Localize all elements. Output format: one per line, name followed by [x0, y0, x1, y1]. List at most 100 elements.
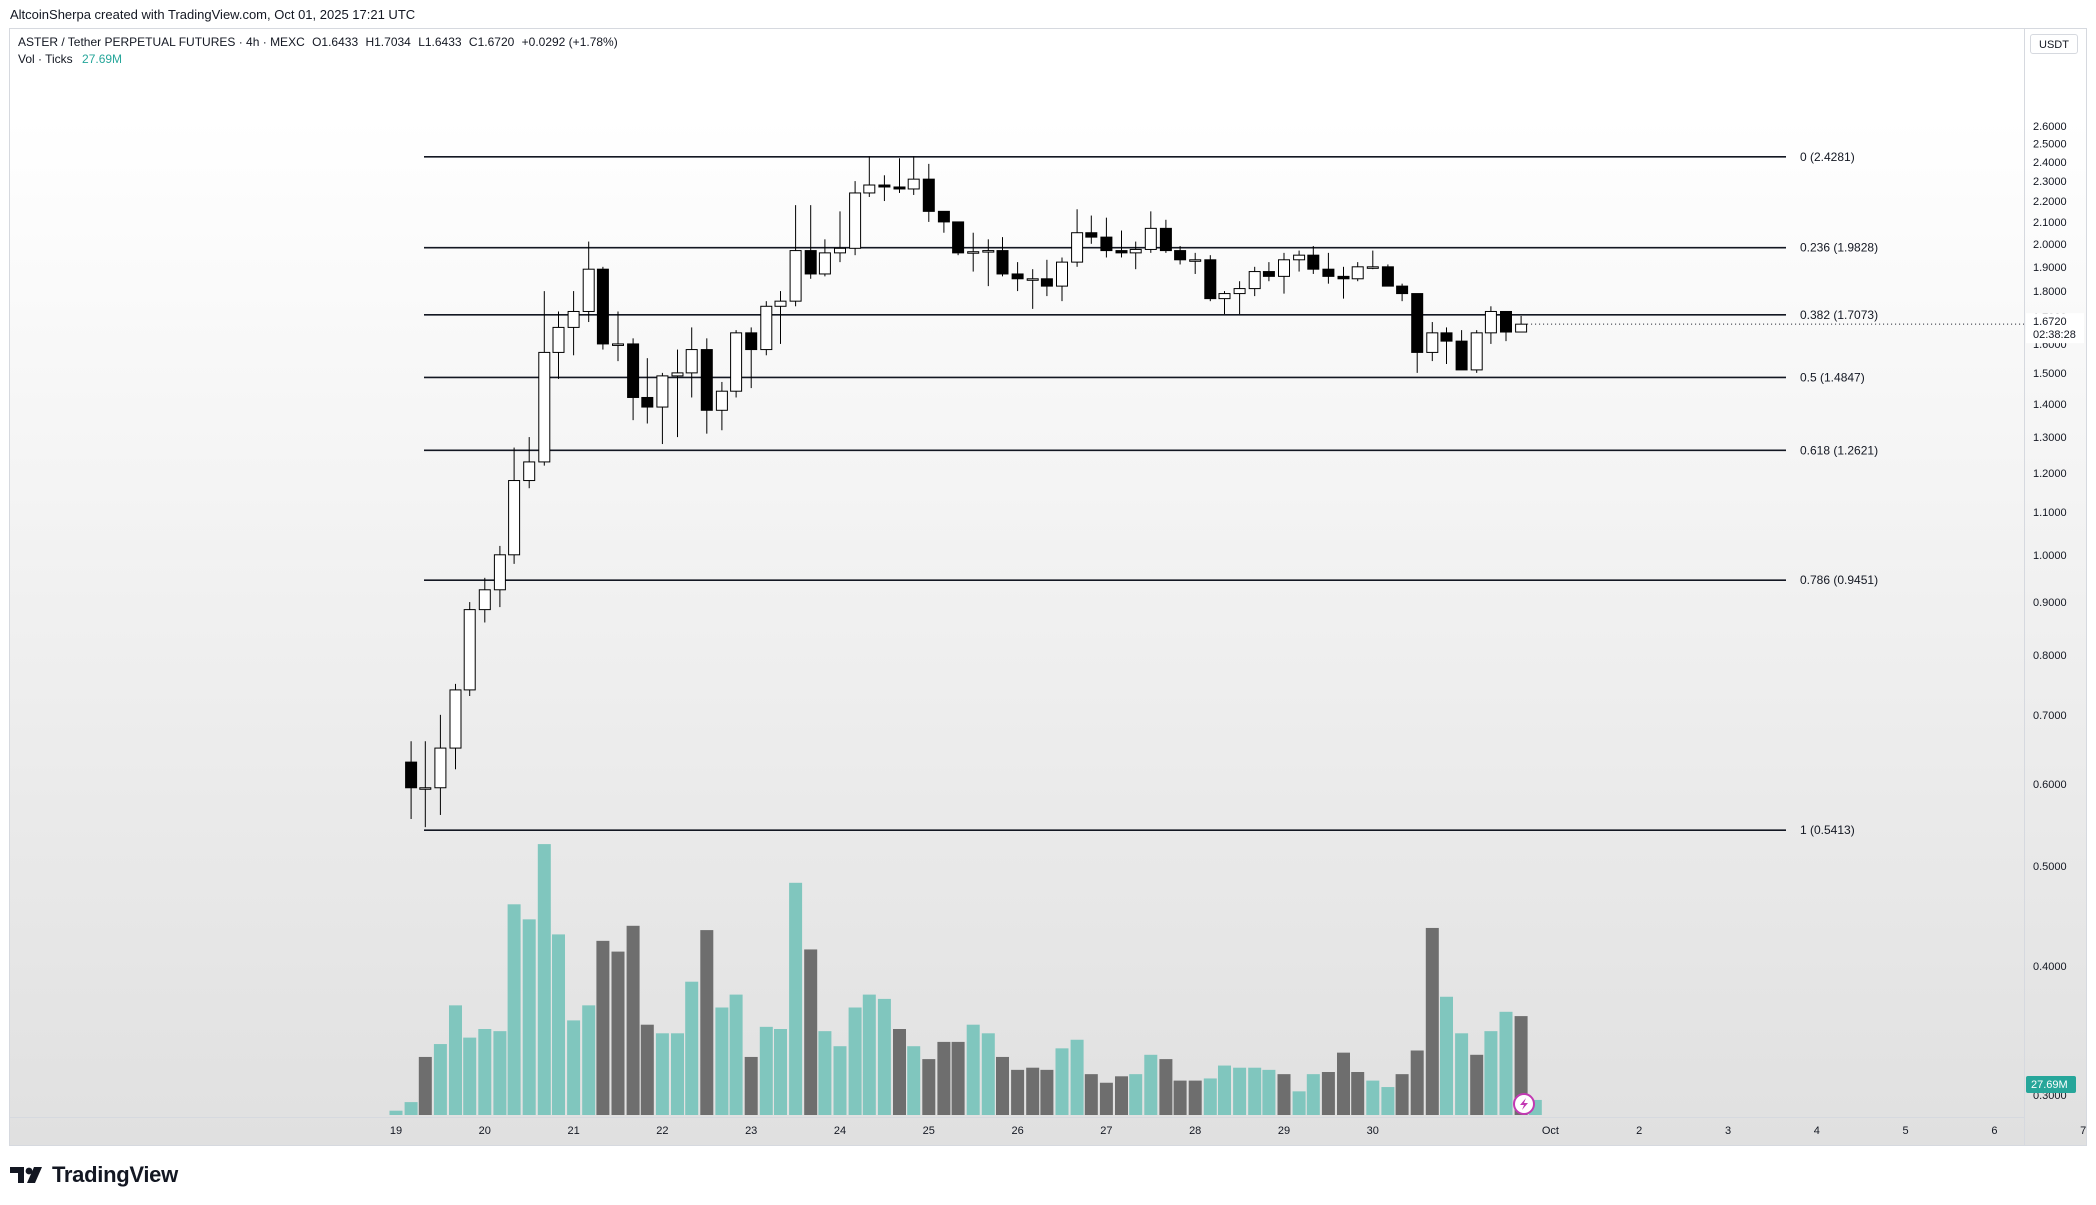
volume-bar-38 — [951, 1041, 965, 1115]
candle-60 — [1293, 250, 1306, 272]
symbol-title[interactable]: ASTER / Tether PERPETUAL FUTURES · 4h · … — [18, 35, 305, 49]
candle-72 — [1470, 330, 1483, 373]
ohlc-high: H1.7034 — [365, 35, 411, 49]
chart-pane[interactable] — [9, 28, 2087, 1146]
price-tick-14: 1.2000 — [2033, 468, 2067, 480]
volume-bar-57 — [1233, 1067, 1247, 1115]
candle-64 — [1351, 262, 1364, 282]
time-scale[interactable] — [9, 1117, 2024, 1145]
price-tick-21: 0.5000 — [2033, 861, 2067, 873]
volume-bar-11 — [552, 934, 566, 1115]
candle-43 — [1040, 259, 1053, 297]
candle-body-28 — [818, 252, 831, 275]
time-tick-16: 5 — [1903, 1125, 1909, 1137]
candle-17 — [656, 372, 669, 445]
time-tick-15: 4 — [1814, 1125, 1820, 1137]
volume-bar-23 — [729, 994, 743, 1115]
volume-bar-4 — [448, 1005, 462, 1115]
volume-bar-72 — [1455, 1033, 1469, 1115]
currency-button[interactable]: USDT — [2030, 34, 2078, 54]
candle-body-14 — [612, 343, 624, 346]
volume-bar-44 — [1040, 1069, 1054, 1115]
volume-bar-37 — [937, 1041, 951, 1115]
candle-4 — [463, 602, 476, 697]
candle-54 — [1204, 255, 1217, 302]
volume-bar-58 — [1248, 1067, 1262, 1115]
volume-indicator-label[interactable]: Vol · Ticks — [18, 52, 73, 66]
ohlc-change: +0.0292 (+1.78%) — [521, 35, 618, 49]
candle-19 — [685, 327, 698, 398]
candle-body-0 — [405, 761, 418, 789]
candle-26 — [789, 205, 802, 307]
volume-bar-68 — [1395, 1074, 1409, 1115]
candle-body-74 — [1500, 310, 1512, 333]
time-tick-8: 27 — [1100, 1125, 1112, 1137]
volume-bar-15 — [611, 951, 625, 1115]
candle-body-45 — [1071, 232, 1084, 263]
candle-body-39 — [982, 250, 995, 253]
price-tick-7: 1.9000 — [2033, 262, 2067, 274]
chart-credit: AltcoinSherpa created with TradingView.c… — [10, 7, 416, 22]
price-scale[interactable] — [2024, 28, 2087, 1146]
candle-34 — [907, 156, 920, 195]
volume-bar-25 — [759, 1026, 773, 1115]
volume-bar-7 — [493, 1031, 507, 1115]
volume-bar-59 — [1262, 1069, 1276, 1115]
volume-bar-50 — [1129, 1074, 1143, 1115]
candle-28 — [818, 239, 831, 277]
candle-30 — [849, 181, 862, 256]
volume-bar-5 — [463, 1037, 477, 1115]
candle-body-19 — [685, 349, 698, 374]
candle-63 — [1337, 266, 1350, 299]
last-price-label: 1.6720 — [2033, 316, 2067, 328]
volume-bar-45 — [1055, 1048, 1069, 1115]
candle-body-16 — [641, 396, 654, 408]
candle-body-42 — [1026, 278, 1039, 281]
volume-bar-0 — [389, 1110, 403, 1115]
volume-bar-9 — [522, 919, 536, 1115]
candle-body-23 — [745, 332, 758, 351]
fib-label-6: 1 (0.5413) — [1800, 823, 1855, 837]
tradingview-logo[interactable]: TradingView — [10, 1161, 178, 1189]
candle-body-21 — [715, 390, 728, 411]
candle-body-40 — [996, 250, 1009, 275]
last-price-badge: 1.6720 02:38:28 — [2026, 313, 2084, 344]
candle-body-35 — [922, 178, 935, 212]
candle-66 — [1381, 264, 1394, 287]
candle-7 — [508, 447, 521, 564]
volume-bar-6 — [478, 1029, 492, 1115]
candle-body-31 — [863, 184, 876, 194]
candle-body-2 — [434, 747, 447, 789]
time-tick-11: 30 — [1367, 1125, 1379, 1137]
candle-20 — [700, 338, 713, 434]
candle-75 — [1515, 315, 1528, 333]
candle-body-67 — [1396, 285, 1409, 295]
volume-bar-75 — [1499, 1011, 1513, 1115]
volume-bar-64 — [1336, 1052, 1350, 1115]
candle-47 — [1100, 217, 1113, 258]
time-tick-12: Oct — [1542, 1125, 1559, 1137]
candle-70 — [1440, 327, 1453, 364]
volume-bar-51 — [1144, 1054, 1158, 1115]
volume-bar-28 — [804, 949, 818, 1115]
candle-body-38 — [967, 251, 980, 254]
volume-bar-12 — [567, 1020, 581, 1115]
volume-bar-24 — [744, 1056, 758, 1115]
volume-bar-76 — [1514, 1016, 1528, 1115]
flash-icon[interactable] — [1513, 1093, 1535, 1115]
volume-bar-65 — [1351, 1072, 1365, 1115]
candle-6 — [493, 545, 506, 608]
candle-44 — [1056, 257, 1068, 302]
candle-12 — [582, 241, 595, 323]
candle-62 — [1322, 252, 1335, 284]
candle-42 — [1026, 269, 1039, 309]
fibonacci-retracement[interactable]: 0 (2.4281) 0.236 (1.9828) 0.382 (1.7073) 0.… — [424, 150, 1878, 837]
time-axis-labels[interactable]: 19 20 21 22 23 24 25 26 27 28 29 30 Oct 2 3 4 5 6 7 — [390, 1125, 2086, 1137]
candle-68 — [1411, 293, 1424, 373]
candle-body-62 — [1322, 268, 1335, 277]
fib-label-3: 0.5 (1.4847) — [1800, 370, 1865, 384]
volume-bar-14 — [596, 940, 610, 1115]
price-tick-1: 2.5000 — [2033, 139, 2067, 151]
candle-body-68 — [1411, 293, 1424, 353]
